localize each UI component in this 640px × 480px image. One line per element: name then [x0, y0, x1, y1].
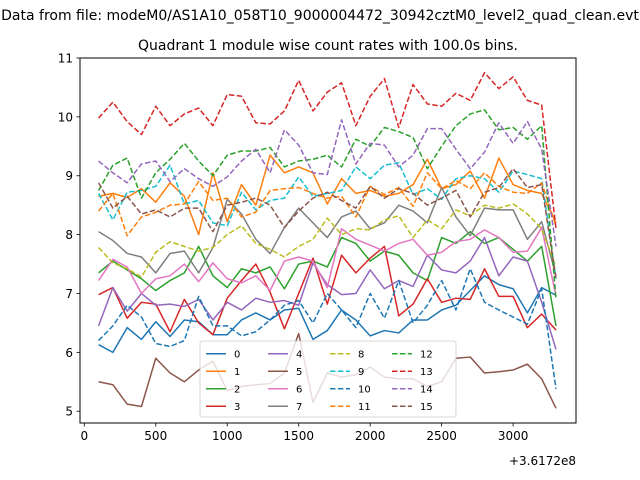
series-line-6 [97, 226, 557, 297]
series-line-11 [97, 172, 557, 237]
legend-label-1: 1 [234, 367, 240, 378]
legend-label-6: 6 [296, 384, 302, 395]
series-line-8 [98, 203, 557, 278]
legend-label-15: 15 [420, 402, 433, 413]
legend-label-5: 5 [296, 367, 302, 378]
legend-label-9: 9 [358, 367, 364, 378]
y-tick-label: 10 [58, 110, 73, 124]
y-tick-label: 7 [65, 287, 73, 301]
legend-label-8: 8 [358, 349, 364, 360]
series-line-13 [98, 71, 557, 229]
series-line-7 [98, 186, 557, 277]
plot-border [79, 57, 577, 424]
series-line-2 [98, 230, 557, 326]
series-line-1 [98, 154, 557, 236]
x-axis: 0 500 1000 1500 2000 2500 3000 [80, 423, 528, 443]
series-line-14 [98, 119, 557, 247]
y-tick-label: 11 [58, 52, 73, 66]
legend-label-12: 12 [420, 349, 433, 360]
y-tick-label: 9 [65, 169, 73, 183]
series-line-12 [97, 109, 557, 300]
legend-box [199, 340, 457, 418]
legend-label-2: 2 [234, 384, 240, 395]
legend-label-7: 7 [296, 402, 302, 413]
legend-label-11: 11 [358, 402, 371, 413]
x-tick-label: 3000 [498, 429, 529, 443]
x-tick-label: 1500 [283, 429, 314, 443]
series-line-10 [98, 268, 557, 389]
figure-suptitle: Data from file: modeM0/AS1A10_058T10_900… [1, 8, 639, 24]
legend-label-13: 13 [420, 367, 433, 378]
legend-label-4: 4 [296, 349, 302, 360]
x-tick-label: 0 [80, 429, 88, 443]
legend-label-10: 10 [358, 384, 371, 395]
y-axis: 5 6 7 8 9 10 11 [58, 52, 80, 419]
series-line-15 [97, 167, 557, 279]
legend-label-14: 14 [420, 384, 433, 395]
x-tick-label: 2500 [426, 429, 457, 443]
y-tick-label: 8 [65, 228, 73, 242]
x-tick-label: 1000 [212, 429, 243, 443]
legend-label-0: 0 [234, 349, 240, 360]
x-tick-label: 500 [144, 429, 167, 443]
y-tick-label: 5 [65, 405, 73, 419]
chart-title: Quadrant 1 module wise count rates with … [138, 38, 518, 54]
y-tick-label: 6 [65, 346, 73, 360]
x-tick-label: 2000 [355, 429, 386, 443]
legend-label-3: 3 [234, 402, 240, 413]
series-layer [97, 71, 557, 409]
series-line-3 [98, 245, 557, 336]
x-axis-offset-label: +3.6172e8 [509, 454, 576, 468]
